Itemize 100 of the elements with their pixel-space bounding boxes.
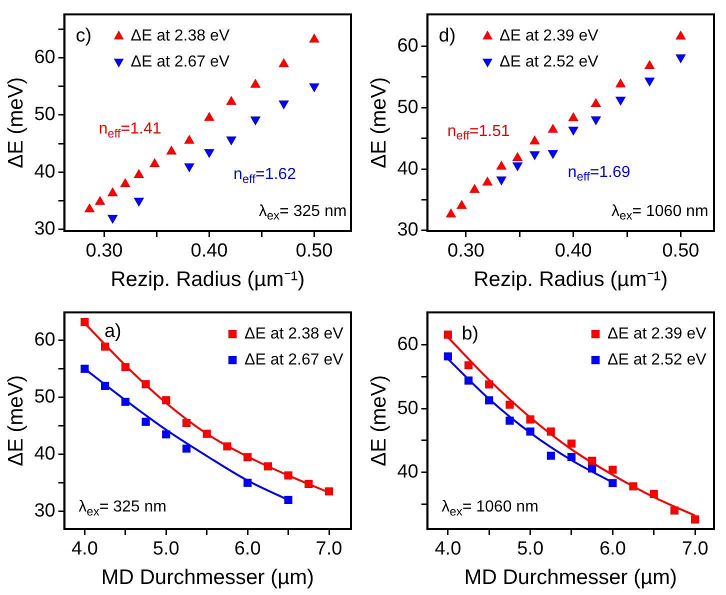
point [485,380,494,388]
y-tick-label: 60 [397,36,418,57]
y-tick-label: 50 [34,386,56,408]
point [142,418,150,426]
point [546,427,555,436]
y-tick-label: 50 [34,104,56,126]
point [670,506,678,515]
legend-label: ΔE at 2.39 eV [608,325,707,342]
point [162,430,170,438]
y-tick-label: 40 [397,158,418,180]
point [150,158,160,168]
x-tick-label: 5.0 [152,538,180,560]
legend-label: ΔE at 2.67 eV [244,351,344,368]
legend-label: ΔE at 2.52 eV [608,351,707,368]
legend-label: ΔE at 2.67 eV [130,53,230,70]
point [567,452,576,462]
x-tick-label: 0.40 [190,240,228,262]
point [444,352,452,360]
x-axis-title: MD Durchmesser (µm) [101,566,314,590]
point [608,479,617,488]
point [202,430,211,438]
point [184,135,194,144]
y-tick-label: 60 [397,334,418,356]
point [162,396,170,404]
point [464,376,473,385]
legend-label: ΔE at 2.39 eV [500,27,599,44]
point [464,361,473,370]
point [304,480,313,488]
point [80,364,89,373]
x-tick-label: 6.0 [234,538,261,560]
point [691,515,700,524]
y-tick-label: 60 [34,47,56,68]
x-tick-label: 0.30 [86,240,123,262]
point [226,96,236,105]
annotation: d) [438,25,456,46]
point [506,416,514,425]
point [526,427,534,436]
annotation: c) [76,25,92,46]
point [526,415,534,424]
legend-label: ΔE at 2.38 eV [130,27,230,44]
point [485,396,494,404]
x-tick-label: 0.30 [447,240,484,262]
point [204,112,214,121]
x-tick-label: 5.0 [517,538,544,560]
point [108,188,118,196]
point [80,318,89,326]
y-tick-label: 40 [34,444,56,465]
point [121,398,130,406]
y-axis-title: ΔE (meV) [367,375,390,466]
legend-label: ΔE at 2.52 eV [500,53,599,70]
y-tick-label: 40 [397,462,418,483]
point [546,452,555,460]
y-axis-title: ΔE (meV) [367,77,390,168]
point [650,490,658,498]
legend-label: ΔE at 2.38 eV [244,325,344,342]
annotation: a) [104,321,122,342]
x-tick-label: 4.0 [71,538,98,560]
y-tick-label: 60 [34,330,56,351]
point [134,169,144,178]
y-tick-label: 30 [34,218,56,240]
y-tick-label: 50 [397,96,418,118]
point [120,178,130,188]
x-tick-label: 0.50 [662,240,700,262]
point [244,453,252,462]
point [121,363,130,372]
point [166,146,176,155]
y-axis-title: ΔE (meV) [4,77,28,168]
y-tick-label: 30 [34,500,56,522]
point [567,440,576,448]
point [588,464,596,473]
annotation: b) [462,323,479,344]
point [278,58,289,68]
x-axis-title: Rezip. Radius (µm⁻¹) [110,268,305,292]
point [95,196,105,205]
point [588,456,596,465]
point [284,471,292,480]
point [244,478,252,487]
point [264,462,272,470]
point [84,204,94,212]
point [142,380,150,388]
point [324,487,334,496]
point [309,34,320,43]
point [182,418,191,428]
point [444,330,452,339]
y-axis-title: ΔE (meV) [4,375,28,466]
x-tick-label: 6.0 [599,538,626,560]
x-axis-title: MD Durchmesser (µm) [464,566,678,590]
x-tick-label: 4.0 [434,538,462,560]
x-tick-label: 7.0 [316,538,342,560]
point [506,400,514,409]
x-tick-label: 7.0 [682,538,708,560]
x-tick-label: 0.40 [554,240,592,262]
point [608,466,617,474]
point [284,496,292,504]
point [250,79,260,88]
x-tick-label: 0.50 [296,240,333,262]
point [182,444,191,453]
y-tick-label: 30 [397,220,418,241]
point [629,482,638,490]
y-tick-label: 40 [34,161,56,182]
